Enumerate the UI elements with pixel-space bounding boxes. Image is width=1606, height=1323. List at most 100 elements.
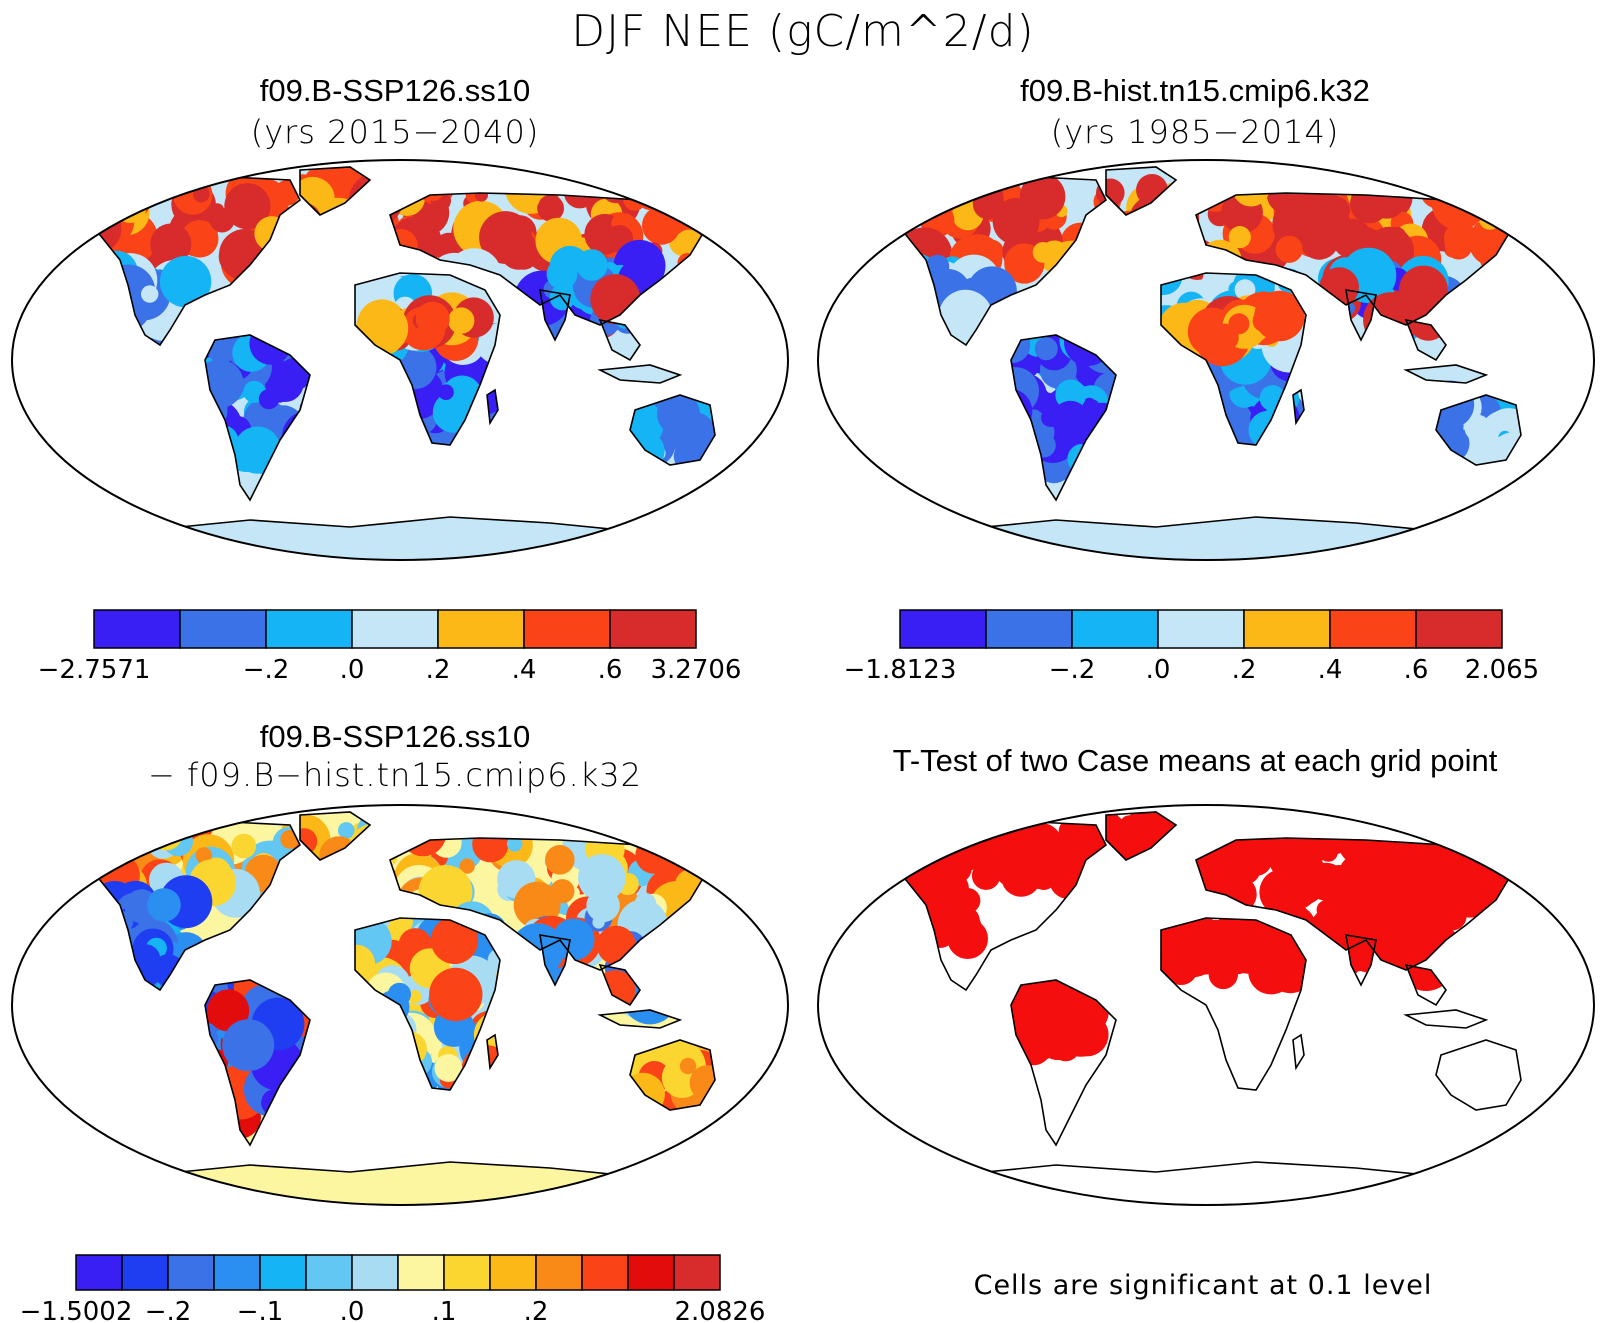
coastline-southAmerica <box>1010 334 1117 502</box>
data-blob <box>1019 173 1066 220</box>
data-blob <box>80 844 92 858</box>
data-blob <box>1041 408 1060 427</box>
coastline-indonesia <box>597 1009 683 1029</box>
data-blob <box>962 812 984 833</box>
coastline-indonesia <box>1403 364 1489 384</box>
data-blob <box>89 191 119 220</box>
coastline-australia <box>629 1039 716 1111</box>
data-blob <box>430 916 479 964</box>
data-blob <box>886 817 908 839</box>
data-blob <box>1499 838 1521 861</box>
colorbar-swatch <box>179 609 267 649</box>
colorbar-swatch <box>673 1254 721 1291</box>
colorbar-swatch <box>627 1254 675 1291</box>
coastline-greenland <box>299 166 372 216</box>
data-blob <box>907 812 951 854</box>
colorbar-swatch <box>437 609 525 649</box>
coastline-northAmerica <box>78 176 302 347</box>
coastline-madagascar <box>1292 388 1305 426</box>
data-blob <box>150 223 192 265</box>
world-layer <box>12 160 788 560</box>
colorbar-tick-label: .0 <box>340 1297 365 1323</box>
data-blob <box>1066 996 1102 1032</box>
data-blob <box>80 812 118 857</box>
data-blob <box>1460 812 1493 839</box>
data-blob <box>917 167 959 209</box>
colorbar-tick-label: .0 <box>340 655 365 685</box>
colorbar-swatch <box>305 1254 353 1291</box>
data-blob <box>506 836 523 852</box>
data-blob <box>576 249 608 281</box>
colorbar-swatch <box>351 609 439 649</box>
data-blob <box>886 171 928 225</box>
colorbar-difference: −1.5002 −.2 −.1 .0 .1 .2 2.0826 <box>20 1254 765 1323</box>
colorbar-swatch <box>443 1254 491 1291</box>
data-blob <box>438 384 454 400</box>
coastline-europeAsia <box>1195 837 1512 971</box>
data-blob <box>537 194 564 222</box>
data-blob <box>408 990 422 1004</box>
colorbar-tick-label: .0 <box>1146 655 1171 685</box>
colorbar-swatch <box>93 609 181 649</box>
data-blob <box>1443 813 1460 830</box>
panel-title-hist: f09.B-hist.tn15.cmip6.k32 <box>1020 73 1370 108</box>
data-blob <box>1405 904 1423 923</box>
data-blob <box>80 842 109 876</box>
coastline-europeAsia <box>389 192 706 326</box>
data-blob <box>586 888 620 923</box>
colorbar-swatch <box>609 609 697 649</box>
coastline-northAmerica <box>884 176 1108 347</box>
data-blob <box>886 214 906 233</box>
coastline-southAmerica <box>1010 979 1117 1147</box>
data-blob <box>1217 962 1234 979</box>
colorbar-tick-label: 2.065 <box>1465 655 1539 685</box>
data-blob <box>429 967 483 1022</box>
data-blob <box>448 307 475 334</box>
colorbar-tick-label: .1 <box>432 1297 457 1323</box>
data-blob <box>678 184 702 207</box>
colorbar-tick-label: −1.8123 <box>844 655 957 685</box>
data-blob <box>459 858 475 874</box>
data-blob <box>1451 222 1467 238</box>
data-blob <box>971 861 1001 890</box>
data-blob <box>897 211 915 229</box>
colorbar-swatch <box>265 609 353 649</box>
data-blob <box>1341 910 1371 940</box>
coastline-australia <box>629 394 716 466</box>
data-blob <box>1228 313 1250 335</box>
coastline-africa <box>354 917 501 1091</box>
data-blob <box>90 179 117 206</box>
coastline-europeAsia <box>389 837 706 971</box>
data-blob <box>886 193 903 223</box>
colorbar-swatch <box>167 1254 215 1291</box>
data-blob <box>1385 204 1398 217</box>
colorbar-swatch <box>985 609 1073 649</box>
data-blob <box>929 816 962 849</box>
colorbar-tick-label: −.2 <box>1049 655 1096 685</box>
colorbar-tick-label: .6 <box>1404 655 1429 685</box>
coastline-madagascar <box>1292 1033 1305 1071</box>
colorbar-ssp126: −2.7571 −.2 .0 .2 .4 .6 3.2706 <box>38 609 741 685</box>
data-blob <box>231 833 257 859</box>
map-ssp126 <box>11 159 789 561</box>
coastline-india <box>539 289 571 342</box>
map-frame <box>11 159 789 561</box>
data-blob <box>578 854 626 902</box>
sahel-band <box>356 292 494 361</box>
data-blob <box>689 1065 715 1101</box>
colorbar-swatch <box>1157 609 1245 649</box>
data-blob <box>1034 337 1058 361</box>
data-blob <box>387 982 411 1006</box>
data-blob <box>434 1054 463 1082</box>
data-blob <box>159 255 212 308</box>
data-blob <box>222 1019 275 1072</box>
data-blob <box>209 207 235 233</box>
data-blob <box>546 258 578 290</box>
data-blob <box>1032 242 1054 263</box>
data-blob <box>956 175 979 198</box>
data-blob <box>691 203 710 221</box>
data-blob <box>1234 279 1256 300</box>
data-blob <box>657 392 700 436</box>
panel-subtitle-diff: − f09.B−hist.tn15.cmip6.k32 <box>148 756 642 794</box>
panel-title-diff: f09.B-SSP126.ss10 <box>259 719 531 754</box>
